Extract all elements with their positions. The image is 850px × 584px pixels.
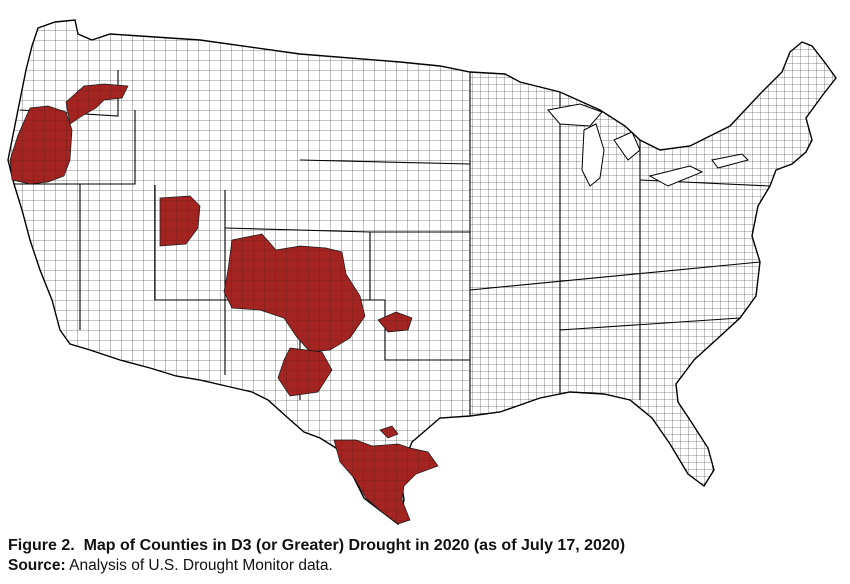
drought-map [7, 19, 837, 525]
source-text: Analysis of U.S. Drought Monitor data. [69, 557, 333, 574]
figure-title-line: Figure 2. Map of Counties in D3 (or Grea… [8, 536, 844, 556]
figure-title: Map of Counties in D3 (or Greater) Droug… [83, 537, 626, 554]
drought-region-south-texas-county-lines [334, 440, 438, 524]
drought-region-western-oregon-county-lines [10, 106, 72, 184]
drought-region-northern-utah-county-lines [160, 196, 200, 246]
drought-regions [9, 83, 439, 525]
drought-region-columbia-river-county-lines [66, 84, 128, 124]
figure-label: Figure 2. [8, 537, 75, 554]
figure-caption: Figure 2. Map of Counties in D3 (or Grea… [8, 536, 844, 576]
county-borders [8, 20, 836, 524]
drought-region-western-oklahoma-county-lines [378, 312, 412, 332]
us-county-map [7, 19, 837, 525]
drought-region-northern-new-mexico-county-lines [278, 348, 332, 396]
source-label: Source: [8, 557, 66, 574]
source-line: Source: Analysis of U.S. Drought Monitor… [8, 556, 844, 576]
drought-region-western-colorado-county-lines [224, 234, 365, 352]
drought-region-texas-panhandle-spot-county-lines [380, 426, 398, 438]
